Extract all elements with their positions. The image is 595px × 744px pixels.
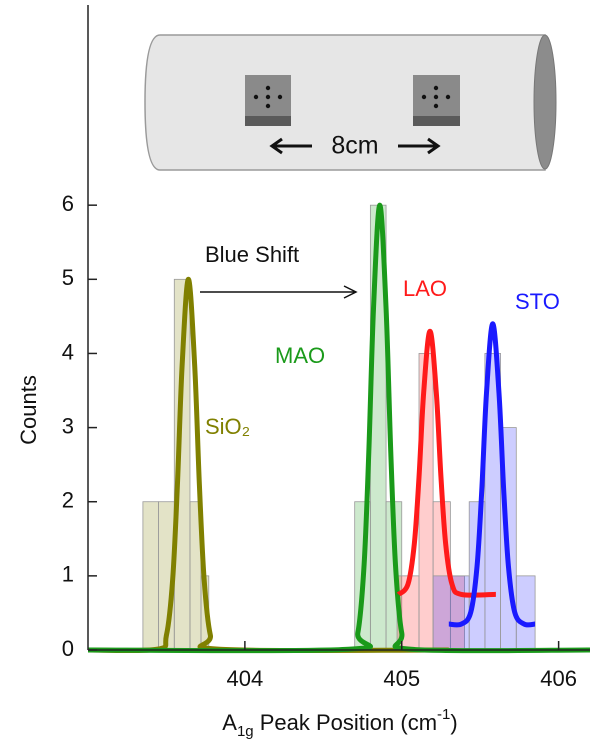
annotation-arrow <box>200 285 358 299</box>
distance-arrows <box>269 137 441 155</box>
x-axis-title-part: Peak Position (cm <box>254 710 437 735</box>
sample-tube: 8cm <box>144 34 557 171</box>
x-tick-label: 404 <box>227 666 264 691</box>
fit-curve <box>87 276 449 654</box>
x-axis-title-part: ) <box>450 710 457 735</box>
x-axis-title: A1g Peak Position (cm-1) <box>222 706 457 740</box>
annotation: Blue Shift <box>205 242 299 267</box>
y-tick-label: 1 <box>62 562 74 587</box>
y-tick-label: 6 <box>62 191 74 216</box>
y-tick-label: 5 <box>62 265 74 290</box>
histogram-bar <box>515 575 536 651</box>
x-tick-label: 406 <box>540 666 577 691</box>
x-axis-title-part: A <box>222 710 237 735</box>
fit-curve <box>87 202 591 654</box>
y-tick-label: 3 <box>62 413 74 438</box>
y-tick-label: 2 <box>62 488 74 513</box>
dots <box>253 85 451 109</box>
series-label: MAO <box>275 343 325 368</box>
x-axis-title-part: 1g <box>237 723 254 740</box>
x-tick-label: 405 <box>383 666 420 691</box>
plot-area <box>87 202 591 654</box>
y-axis-title: Counts <box>16 375 41 445</box>
fit-curve <box>448 321 536 628</box>
series-label: SiO₂ <box>205 414 250 439</box>
series-label: LAO <box>403 276 447 301</box>
series-label: STO <box>515 289 560 314</box>
x-axis-title-part: -1 <box>437 706 450 723</box>
fit-curve <box>396 328 496 598</box>
distance-label: 8cm <box>331 132 378 160</box>
substrate-base <box>413 116 460 126</box>
substrate-base <box>245 116 291 126</box>
histogram-bar <box>142 501 159 651</box>
y-tick-label: 4 <box>62 339 74 364</box>
y-tick-label: 0 <box>62 636 74 661</box>
tube-end <box>533 34 557 170</box>
tube-body <box>144 34 546 171</box>
